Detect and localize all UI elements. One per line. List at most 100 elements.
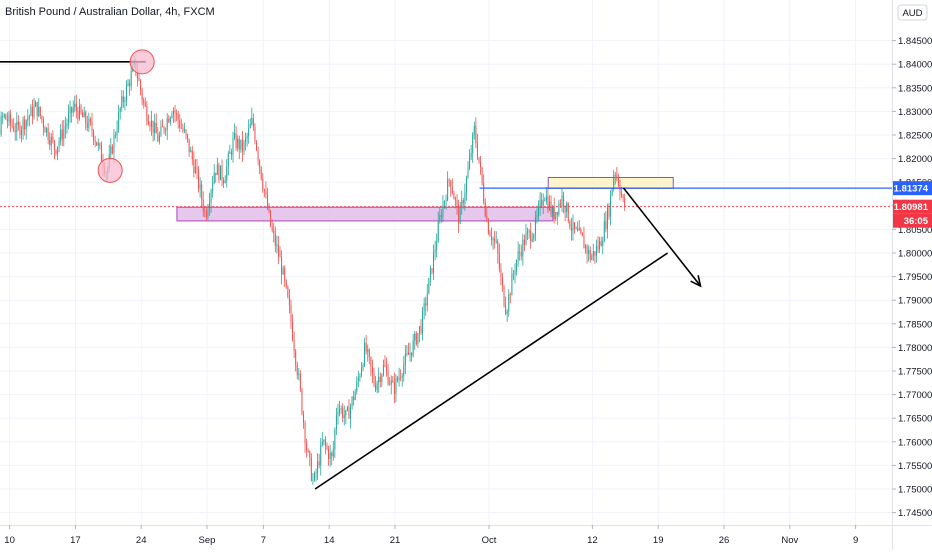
candle-down bbox=[92, 122, 93, 131]
candle-up bbox=[532, 239, 533, 241]
candle-up bbox=[538, 206, 539, 215]
candle-up bbox=[364, 343, 365, 366]
candle-up bbox=[126, 86, 127, 101]
candle-up bbox=[419, 326, 420, 333]
candle-up bbox=[516, 260, 517, 270]
candle-down bbox=[222, 165, 223, 179]
candle-up bbox=[460, 207, 461, 224]
candle-up bbox=[330, 453, 331, 459]
candle-up bbox=[317, 462, 318, 473]
candle-up bbox=[511, 274, 512, 295]
candle-up bbox=[377, 383, 378, 390]
candle-up bbox=[117, 130, 118, 135]
candle-up bbox=[131, 71, 132, 86]
candle-down bbox=[325, 439, 326, 445]
candle-up bbox=[23, 119, 24, 130]
candle-down bbox=[598, 246, 599, 249]
chart-title: British Pound / Australian Dollar, 4h, F… bbox=[5, 6, 215, 18]
candle-down bbox=[305, 423, 306, 443]
candle-up bbox=[35, 102, 36, 107]
candle-down bbox=[519, 252, 520, 253]
candle-down bbox=[375, 385, 376, 390]
candle-up bbox=[68, 114, 69, 124]
candle-up bbox=[251, 118, 252, 124]
candle-down bbox=[309, 451, 310, 457]
candle-up bbox=[314, 473, 315, 480]
candle-down bbox=[441, 215, 442, 217]
candle-down bbox=[95, 140, 96, 142]
candle-down bbox=[458, 205, 459, 224]
candle-down bbox=[411, 352, 412, 355]
candle-down bbox=[203, 200, 204, 211]
candle-up bbox=[468, 169, 469, 178]
candle-down bbox=[206, 211, 207, 217]
candle-up bbox=[469, 157, 470, 169]
candle-down bbox=[290, 305, 291, 322]
candle-down bbox=[41, 116, 42, 120]
candle-down bbox=[115, 135, 116, 136]
candle-down bbox=[587, 246, 588, 254]
candle-down bbox=[24, 119, 25, 129]
candle-down bbox=[463, 200, 464, 203]
candle-down bbox=[40, 107, 41, 116]
candle-up bbox=[602, 241, 603, 246]
candle-down bbox=[231, 152, 232, 155]
candle-down bbox=[236, 133, 237, 148]
candle-down bbox=[187, 134, 188, 138]
candle-up bbox=[120, 108, 121, 112]
candle-up bbox=[173, 110, 174, 114]
x-tick-label: Sep bbox=[199, 535, 216, 546]
currency-button[interactable]: AUD bbox=[898, 5, 927, 20]
candle-up bbox=[74, 104, 75, 107]
candle-down bbox=[491, 236, 492, 240]
candle-up bbox=[543, 201, 544, 206]
candle-down bbox=[7, 119, 8, 121]
y-tick-label: 1.76000 bbox=[898, 437, 932, 448]
candle-down bbox=[431, 268, 432, 273]
candle-up bbox=[170, 118, 171, 123]
candle-up bbox=[593, 251, 594, 256]
candle-down bbox=[253, 118, 254, 127]
candle-up bbox=[508, 294, 509, 311]
y-tick-label: 1.83000 bbox=[898, 107, 932, 118]
candle-down bbox=[196, 167, 197, 169]
candle-up bbox=[391, 380, 392, 384]
candle-down bbox=[265, 191, 266, 194]
y-tick-label: 1.84500 bbox=[898, 36, 932, 47]
candle-down bbox=[569, 221, 570, 227]
y-axis[interactable]: 1.845001.840001.835001.830001.825001.820… bbox=[892, 36, 932, 519]
candle-down bbox=[292, 322, 293, 340]
candle-down bbox=[254, 127, 255, 142]
candle-down bbox=[590, 250, 591, 260]
candle-down bbox=[10, 114, 11, 123]
y-tick-label: 1.75000 bbox=[898, 485, 932, 496]
x-tick-label: 14 bbox=[324, 535, 335, 546]
candle-down bbox=[486, 216, 487, 219]
candle-down bbox=[164, 127, 165, 131]
candle-up bbox=[472, 134, 473, 153]
candle-up bbox=[70, 107, 71, 114]
candle-up bbox=[63, 129, 64, 139]
candle-up bbox=[243, 142, 244, 152]
currency-button-label[interactable]: AUD bbox=[902, 8, 922, 19]
candle-up bbox=[363, 365, 364, 368]
candle-down bbox=[594, 251, 595, 255]
candle-down bbox=[306, 443, 307, 451]
candle-up bbox=[535, 218, 536, 235]
x-tick-label: 26 bbox=[719, 535, 730, 546]
candle-up bbox=[209, 203, 210, 209]
x-tick-label: Oct bbox=[482, 535, 497, 546]
candle-down bbox=[623, 195, 624, 198]
candle-up bbox=[214, 173, 215, 183]
candle-up bbox=[588, 250, 589, 254]
candle-up bbox=[540, 200, 541, 206]
candle-up bbox=[352, 397, 353, 406]
candle-up bbox=[84, 112, 85, 117]
candle-down bbox=[504, 286, 505, 305]
candle-down bbox=[85, 112, 86, 123]
candle-down bbox=[616, 175, 617, 177]
candle-up bbox=[59, 141, 60, 147]
candle-up bbox=[217, 164, 218, 175]
